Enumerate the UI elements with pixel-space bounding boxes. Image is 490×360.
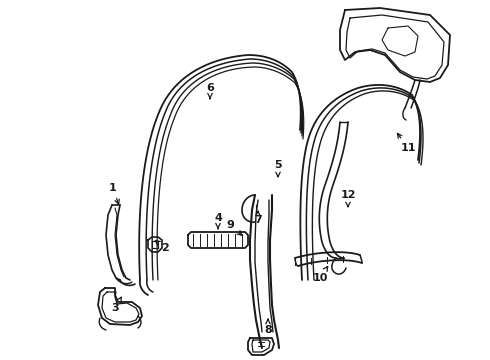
- Text: 3: 3: [111, 297, 122, 313]
- Text: 7: 7: [254, 211, 262, 225]
- Text: 12: 12: [340, 190, 356, 207]
- Text: 8: 8: [264, 319, 272, 335]
- Text: 5: 5: [274, 160, 282, 177]
- Text: 4: 4: [214, 213, 222, 229]
- Text: 1: 1: [109, 183, 119, 204]
- Text: 10: 10: [312, 266, 328, 283]
- Text: 9: 9: [226, 220, 242, 235]
- Text: 11: 11: [397, 134, 416, 153]
- Text: 6: 6: [206, 83, 214, 99]
- Text: 2: 2: [155, 240, 169, 253]
